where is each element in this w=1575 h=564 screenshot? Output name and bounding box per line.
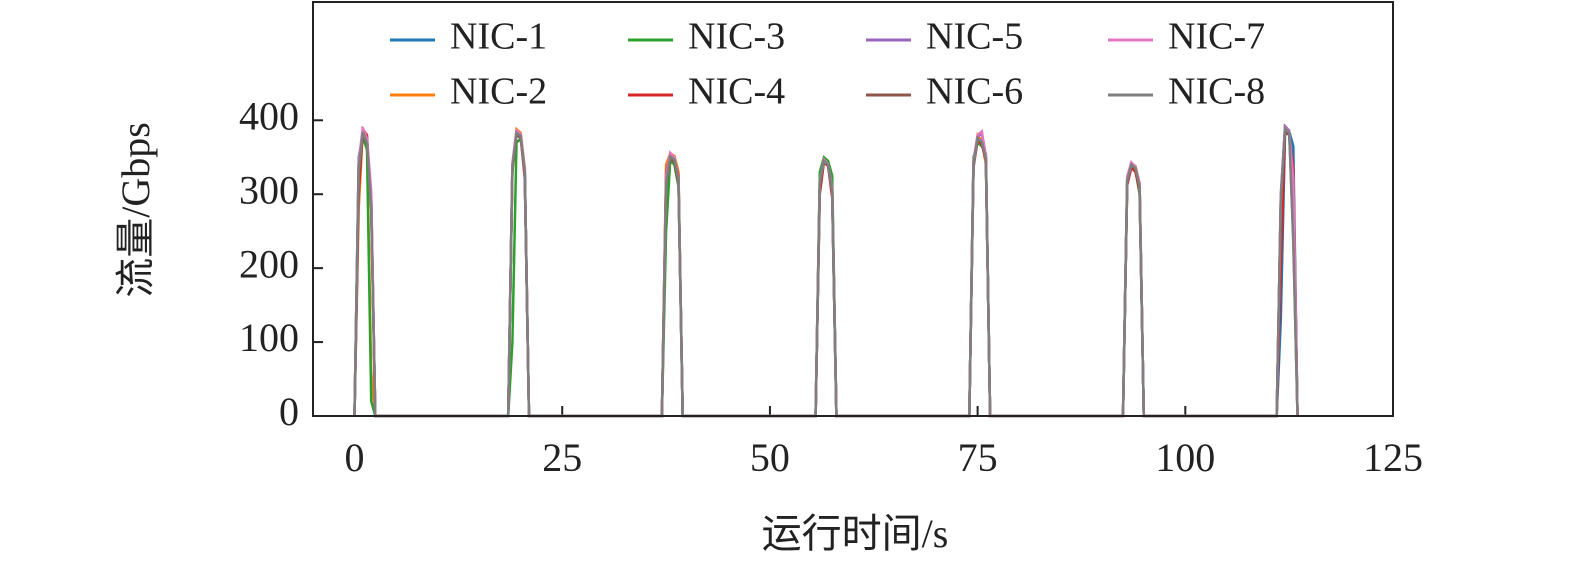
legend-label: NIC-6 [926, 71, 1023, 113]
y-tick-label: 400 [239, 93, 299, 138]
series-line [353, 128, 1299, 418]
legend-label: NIC-2 [450, 71, 547, 113]
legend-label: NIC-8 [1168, 71, 1265, 113]
legend-label: NIC-4 [688, 71, 785, 113]
series-line [353, 124, 1299, 418]
legend-label: NIC-7 [1168, 16, 1265, 58]
series-line [353, 127, 1299, 418]
y-tick-label: 200 [239, 241, 299, 286]
y-tick-label: 100 [239, 315, 299, 360]
x-axis-label: 运行时间/s [762, 511, 949, 556]
y-tick-label: 0 [279, 389, 299, 434]
legend-label: NIC-5 [926, 16, 1023, 58]
x-tick-label: 50 [750, 435, 790, 480]
y-axis-label: 流量/Gbps [113, 122, 158, 298]
y-tick-label: 300 [239, 167, 299, 212]
series-line [353, 123, 1299, 418]
series-line [353, 125, 1299, 418]
plot-frame [312, 1, 1394, 417]
legend-label: NIC-3 [688, 16, 785, 58]
x-tick-label: 0 [345, 435, 365, 480]
series-line [353, 125, 1299, 418]
series-line [353, 124, 1299, 418]
series-line [353, 125, 1299, 418]
x-tick-label: 75 [958, 435, 998, 480]
legend-label: NIC-1 [450, 16, 547, 58]
x-tick-label: 125 [1363, 435, 1423, 480]
x-tick-label: 25 [542, 435, 582, 480]
x-tick-label: 100 [1155, 435, 1215, 480]
